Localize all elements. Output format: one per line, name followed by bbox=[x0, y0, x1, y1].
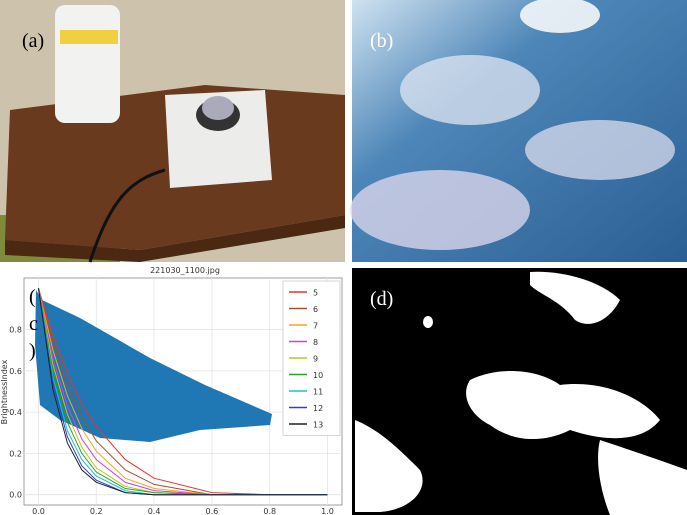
panel-label: (b) bbox=[370, 30, 393, 52]
y-tick-label: 0.6 bbox=[9, 367, 22, 376]
sticker bbox=[60, 30, 118, 44]
panel-label: c bbox=[29, 313, 38, 335]
dome bbox=[202, 96, 234, 120]
panel-label: ) bbox=[29, 340, 36, 362]
legend-label: 11 bbox=[313, 388, 323, 397]
y-tick-label: 0.4 bbox=[9, 408, 22, 417]
panel-b: (b) bbox=[350, 0, 687, 262]
legend-label: 9 bbox=[313, 355, 318, 364]
panel-label: (a) bbox=[22, 30, 44, 52]
cloud bbox=[350, 170, 530, 250]
x-tick-label: 0.0 bbox=[32, 507, 45, 515]
legend-label: 8 bbox=[313, 338, 318, 347]
x-tick-label: 0.2 bbox=[90, 507, 103, 515]
legend-label: 10 bbox=[313, 371, 323, 380]
x-tick-label: 0.6 bbox=[206, 507, 219, 515]
panel-label: (d) bbox=[370, 288, 393, 310]
cloud bbox=[400, 55, 540, 125]
panel-a: (a) bbox=[0, 0, 345, 262]
legend-label: 6 bbox=[313, 305, 318, 314]
legend-label: 5 bbox=[313, 289, 318, 298]
cylinder bbox=[55, 5, 120, 123]
x-tick-label: 0.4 bbox=[148, 507, 161, 515]
figure: (a) (b) (d) 221030_1100.jpg BrightnessIn… bbox=[0, 0, 687, 515]
legend-label: 7 bbox=[313, 322, 318, 331]
y-axis-label: BrightnessIndex bbox=[0, 359, 9, 424]
legend-label: 13 bbox=[313, 421, 323, 430]
panel-c: 221030_1100.jpg BrightnessIndex 0.0 0.2 0.… bbox=[0, 265, 345, 515]
page: (a) (b) (d) 221030_1100.jpg BrightnessIn… bbox=[0, 0, 687, 515]
x-tick-label: 0.8 bbox=[263, 507, 276, 515]
y-tick-label: 0.8 bbox=[9, 326, 22, 335]
cloud-mask bbox=[423, 316, 433, 328]
y-tick-label: 0.0 bbox=[9, 491, 22, 500]
cloud bbox=[525, 120, 675, 180]
chart-title: 221030_1100.jpg bbox=[150, 266, 220, 275]
x-tick-label: 1.0 bbox=[321, 507, 334, 515]
panel-label: ( bbox=[29, 286, 36, 308]
legend-label: 12 bbox=[313, 404, 323, 413]
y-tick-label: 0.2 bbox=[9, 449, 22, 458]
panel-d: (d) bbox=[352, 268, 687, 515]
